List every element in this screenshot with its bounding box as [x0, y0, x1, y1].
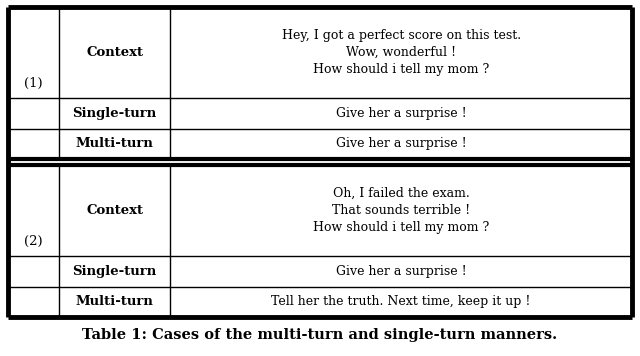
Text: (1): (1): [24, 77, 43, 89]
Text: Multi-turn: Multi-turn: [76, 295, 154, 308]
Text: Give her a surprise !: Give her a surprise !: [336, 265, 467, 278]
Text: Hey, I got a perfect score on this test.
Wow, wonderful !
How should i tell my m: Hey, I got a perfect score on this test.…: [282, 29, 521, 76]
Text: Context: Context: [86, 46, 143, 59]
Text: Oh, I failed the exam.
That sounds terrible !
How should i tell my mom ?: Oh, I failed the exam. That sounds terri…: [313, 187, 489, 234]
Text: Tell her the truth. Next time, keep it up !: Tell her the truth. Next time, keep it u…: [271, 295, 531, 308]
Text: Single-turn: Single-turn: [72, 265, 157, 278]
Text: Single-turn: Single-turn: [72, 107, 157, 120]
Text: Give her a surprise !: Give her a surprise !: [336, 137, 467, 150]
Text: Table 1: Cases of the multi-turn and single-turn manners.: Table 1: Cases of the multi-turn and sin…: [83, 329, 557, 342]
Text: Context: Context: [86, 204, 143, 217]
Text: Multi-turn: Multi-turn: [76, 137, 154, 150]
Text: (2): (2): [24, 235, 43, 247]
Text: Give her a surprise !: Give her a surprise !: [336, 107, 467, 120]
